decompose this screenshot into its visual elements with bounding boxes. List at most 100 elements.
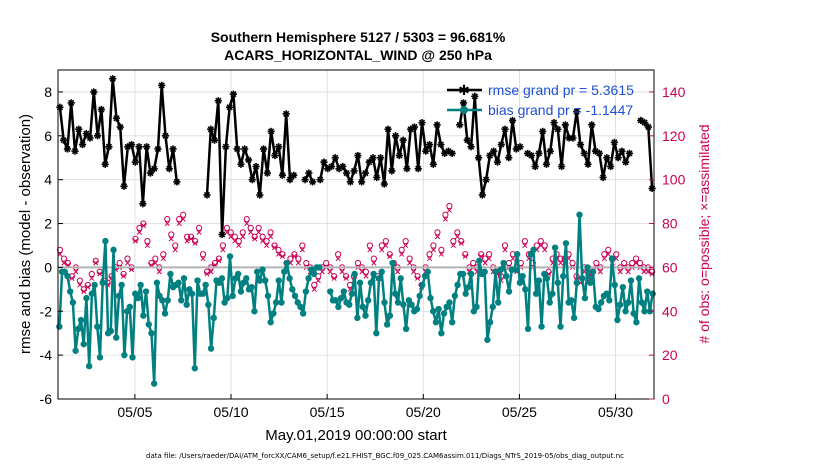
obs-assimilated-stroke-b: [339, 269, 345, 275]
obs-assimilated-point: [61, 260, 67, 266]
rmse-point-stroke: [569, 134, 577, 142]
rmse-point: [433, 121, 441, 129]
obs-assimilated-point: [383, 242, 389, 249]
bias-point: [305, 275, 312, 282]
rmse-point: [135, 143, 143, 151]
bias-point: [505, 288, 513, 295]
obs-possible-point: [398, 246, 405, 253]
obs-assimilated-stroke-b: [136, 229, 143, 235]
bias-point: [538, 323, 545, 330]
obs-possible-point: [541, 242, 548, 249]
rmse-point-stroke: [539, 128, 546, 135]
bias-point: [229, 292, 236, 300]
bias-point: [69, 299, 77, 306]
obs-possible-point: [176, 216, 183, 223]
bias-point: [397, 275, 404, 282]
rmse-point-stroke: [494, 159, 501, 166]
bias-point: [608, 255, 616, 262]
bias-point: [66, 288, 74, 295]
obs-assimilated-stroke-b: [458, 240, 464, 246]
obs-assimilated-point: [605, 251, 611, 257]
obs-possible-point: [613, 251, 620, 258]
bias-point: [283, 259, 291, 267]
obs-assimilated-stroke-b: [124, 260, 131, 266]
bias-point: [408, 301, 415, 308]
rmse-point: [448, 149, 456, 157]
bias-point: [348, 290, 356, 297]
bias-point: [492, 268, 499, 275]
rmse-point: [229, 90, 238, 98]
obs-assimilated-stroke-b: [415, 275, 421, 281]
rmse-point: [595, 149, 603, 157]
rmse-point-stroke: [524, 150, 531, 157]
bias-point: [644, 288, 651, 295]
rmse-point: [497, 140, 505, 149]
obs-assimilated-point: [339, 269, 345, 275]
obs-assimilated-point: [415, 275, 421, 281]
obs-assimilated-point: [502, 247, 508, 253]
obs-assimilated-stroke-b: [502, 247, 508, 253]
bias-point: [262, 277, 269, 284]
obs-assimilated-stroke-b: [403, 242, 409, 249]
bias-point: [150, 380, 158, 387]
rmse-point-stroke: [381, 180, 388, 188]
rmse-point: [516, 143, 524, 151]
obs-assimilated-stroke-b: [275, 251, 282, 257]
bias-point: [375, 275, 383, 282]
rmse-point-stroke: [509, 117, 516, 124]
obs-assimilated-point: [434, 234, 441, 240]
bias-point: [210, 314, 217, 322]
bias-point: [516, 279, 524, 286]
bias-point: [522, 286, 529, 293]
obs-assimilated-stroke-b: [192, 240, 198, 246]
obs-assimilated-point: [184, 238, 190, 244]
obs-assimilated-point: [522, 242, 528, 249]
obs-possible-point: [605, 246, 612, 253]
rmse-point-stroke: [490, 148, 497, 155]
obs-assimilated-stroke-b: [291, 253, 297, 259]
obs-assimilated-stroke-b: [81, 288, 87, 295]
rmse-point-stroke: [90, 88, 97, 96]
obs-assimilated-point: [542, 247, 548, 253]
rmse-point-stroke: [400, 137, 407, 144]
obs-assimilated-point: [240, 234, 246, 240]
obs-assimilated-stroke-b: [327, 269, 333, 275]
obs-assimilated-point: [220, 247, 226, 253]
obs-assimilated-point: [359, 269, 365, 275]
bias-point: [519, 272, 526, 280]
bias-point: [267, 319, 274, 326]
rmse-point: [120, 182, 128, 190]
obs-possible-point: [434, 229, 441, 236]
obs-assimilated-point: [160, 256, 166, 262]
bias-point: [102, 237, 109, 245]
bias-point: [616, 301, 624, 308]
obs-assimilated-point: [144, 242, 150, 249]
rmse-point-stroke: [377, 154, 384, 161]
rmse-point-stroke: [558, 163, 565, 170]
obs-possible-point: [144, 237, 151, 245]
obs-assimilated-point: [232, 238, 238, 244]
obs-possible-point: [259, 233, 266, 240]
rmse-point: [392, 132, 400, 140]
rmse-point: [263, 169, 271, 177]
rmse-point-stroke: [120, 183, 128, 190]
obs-assimilated-point: [625, 269, 631, 275]
obs-possible-point: [430, 242, 437, 249]
rmse-point: [478, 191, 486, 199]
bias-point: [530, 246, 537, 254]
rmse-point-stroke: [109, 75, 116, 82]
rmse-point-stroke: [471, 93, 478, 100]
rmse-point: [94, 132, 102, 140]
bias-point: [113, 334, 120, 341]
bias-point: [432, 319, 440, 326]
bias-point: [573, 279, 580, 286]
rmse-point: [603, 154, 611, 162]
rmse-point: [97, 105, 105, 114]
bias-point: [500, 259, 507, 267]
obs-assimilated-stroke-b: [407, 260, 413, 266]
obs-assimilated-stroke-b: [446, 207, 452, 213]
bias-point: [278, 299, 285, 306]
rmse-point: [501, 125, 509, 133]
rmse-point-stroke: [637, 117, 644, 124]
bias-point: [416, 292, 423, 300]
